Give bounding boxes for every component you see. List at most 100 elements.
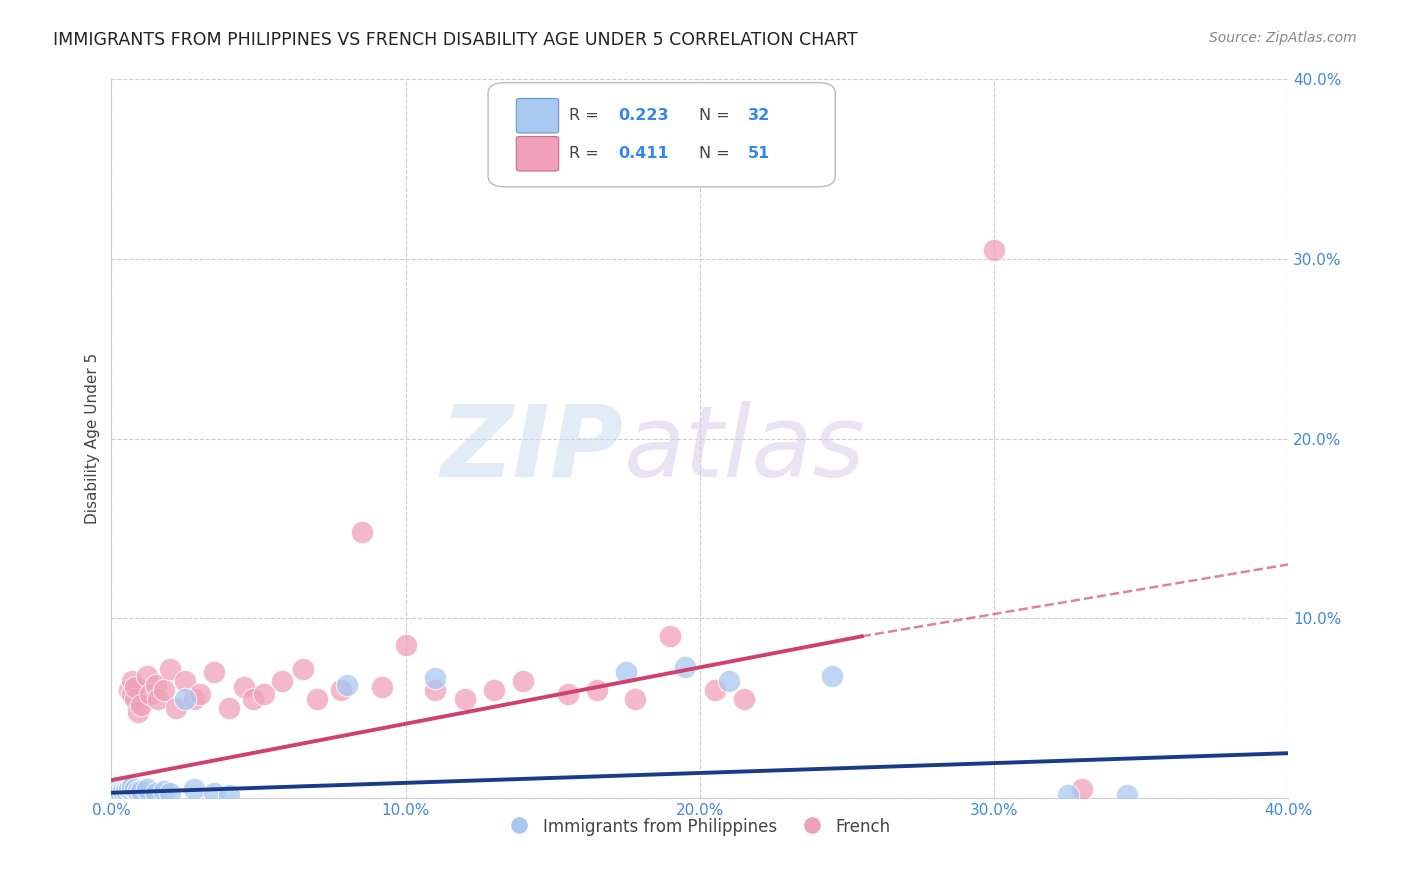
Point (153, 683, 176, 698)
Point (105, 782, 128, 797)
Point (395, 638, 418, 652)
Point (703, 683, 725, 698)
Point (118, 683, 141, 698)
Point (188, 687, 211, 701)
Point (124, 782, 146, 797)
Point (110, 786, 132, 800)
Point (202, 786, 225, 800)
Point (1056, 788, 1078, 802)
Point (983, 243, 1005, 257)
Point (307, 692, 329, 706)
Point (232, 680, 254, 694)
Point (218, 788, 240, 802)
FancyBboxPatch shape (516, 98, 558, 133)
Point (118, 782, 141, 797)
Point (115, 779, 138, 793)
Point (112, 784, 135, 798)
Point (112, 782, 135, 797)
Point (673, 660, 696, 674)
Point (733, 692, 755, 706)
Point (103, 782, 125, 797)
Point (159, 786, 181, 800)
Point (153, 784, 176, 798)
Point (336, 678, 359, 692)
Point (124, 680, 146, 694)
Point (1071, 782, 1094, 797)
Point (242, 692, 264, 706)
Point (183, 692, 205, 706)
Point (121, 674, 143, 689)
FancyBboxPatch shape (516, 136, 558, 171)
Text: 0.411: 0.411 (619, 146, 669, 161)
Point (165, 701, 187, 715)
FancyBboxPatch shape (488, 83, 835, 186)
Point (423, 683, 446, 698)
Point (127, 784, 149, 798)
Point (110, 780, 132, 795)
Text: R =: R = (569, 146, 605, 161)
Point (138, 687, 160, 701)
Y-axis label: Disability Age Under 5: Disability Age Under 5 (86, 353, 100, 524)
Point (105, 784, 128, 798)
Text: N =: N = (699, 108, 734, 123)
Point (135, 782, 157, 797)
Point (159, 662, 181, 676)
Point (110, 782, 132, 797)
Text: 32: 32 (748, 108, 770, 123)
Point (350, 524, 373, 539)
Point (121, 784, 143, 798)
Point (202, 665, 225, 680)
Point (329, 683, 352, 698)
Point (557, 687, 579, 701)
Point (371, 680, 394, 694)
Point (453, 692, 475, 706)
Text: IMMIGRANTS FROM PHILIPPINES VS FRENCH DISABILITY AGE UNDER 5 CORRELATION CHART: IMMIGRANTS FROM PHILIPPINES VS FRENCH DI… (53, 31, 858, 49)
Point (103, 786, 125, 800)
Point (118, 782, 141, 797)
Legend: Immigrants from Philippines, French: Immigrants from Philippines, French (503, 810, 897, 844)
Point (121, 687, 143, 701)
Point (105, 782, 128, 797)
Point (105, 780, 128, 795)
Point (112, 779, 135, 793)
Text: 0.223: 0.223 (619, 108, 669, 123)
Point (115, 784, 138, 798)
Point (148, 692, 170, 706)
Point (124, 692, 146, 706)
Point (127, 705, 149, 719)
Point (218, 701, 240, 715)
Point (112, 782, 135, 797)
Point (135, 669, 157, 683)
Text: ZIP: ZIP (440, 401, 623, 498)
Point (586, 683, 609, 698)
Text: Source: ZipAtlas.com: Source: ZipAtlas.com (1209, 31, 1357, 45)
Point (1115, 788, 1137, 802)
Point (291, 662, 314, 676)
Point (121, 780, 143, 795)
Point (183, 782, 205, 797)
Point (115, 780, 138, 795)
Point (659, 629, 682, 643)
Point (110, 784, 132, 798)
Text: R =: R = (569, 108, 605, 123)
Text: N =: N = (699, 146, 734, 161)
Point (271, 674, 294, 689)
Point (129, 698, 152, 712)
Point (482, 683, 505, 698)
Text: 51: 51 (748, 146, 770, 161)
Point (614, 665, 637, 680)
Point (718, 674, 741, 689)
Point (145, 678, 167, 692)
Point (129, 784, 152, 798)
Point (115, 782, 138, 797)
Point (624, 692, 647, 706)
Point (512, 674, 534, 689)
Point (145, 786, 167, 800)
Point (174, 692, 197, 706)
Point (423, 671, 446, 685)
Point (118, 782, 141, 797)
Point (253, 687, 276, 701)
Text: atlas: atlas (623, 401, 865, 498)
Point (821, 669, 844, 683)
Point (174, 674, 197, 689)
